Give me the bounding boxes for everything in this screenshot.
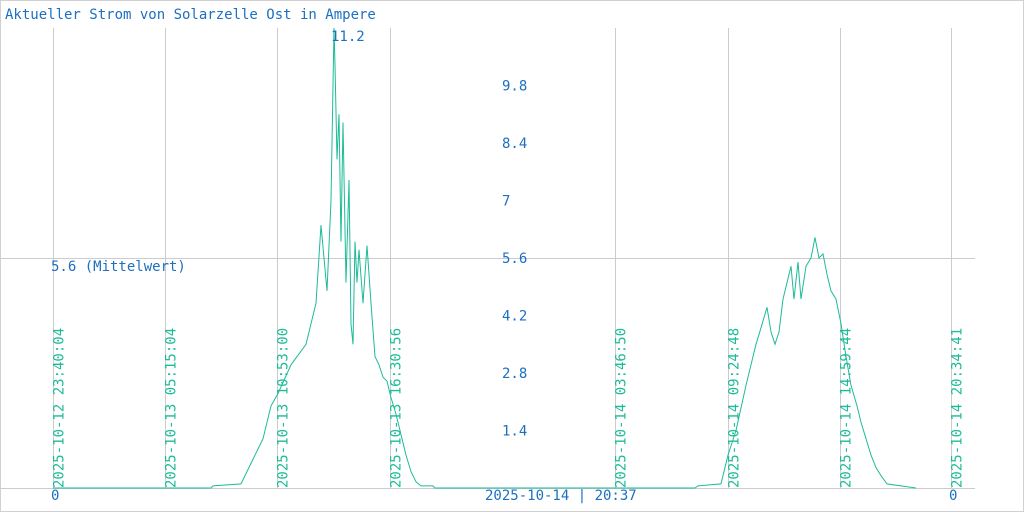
max-label: 11.2 xyxy=(331,29,365,45)
y-tick-label: 2.8 xyxy=(502,366,527,382)
x-axis-labels: 2025-10-12 23:40:04 2025-10-13 05:15:04 20… xyxy=(52,328,966,488)
bottom-right-label: 0 xyxy=(949,488,957,504)
series-line-strom xyxy=(53,27,917,489)
y-tick-label: 8.4 xyxy=(502,136,527,152)
x-tick-label: 2025-10-14 09:24:48 xyxy=(727,328,743,488)
grid xyxy=(1,28,975,489)
bottom-left-label: 0 xyxy=(51,488,59,504)
y-tick-label: 1.4 xyxy=(502,424,527,440)
bottom-center-label: 2025-10-14 | 20:37 xyxy=(485,488,637,504)
mean-label: 5.6 (Mittelwert) xyxy=(51,259,186,275)
x-tick-label: 2025-10-12 23:40:04 xyxy=(52,328,68,488)
x-tick-label: 2025-10-14 03:46:50 xyxy=(614,328,630,488)
chart-title: Aktueller Strom von Solarzelle Ost in Am… xyxy=(5,7,376,23)
x-tick-label: 2025-10-14 14:59:44 xyxy=(839,328,855,488)
x-tick-label: 2025-10-13 16:30:56 xyxy=(389,328,405,488)
x-tick-label: 2025-10-13 10:53:00 xyxy=(276,328,292,488)
y-tick-label: 5.6 xyxy=(502,251,527,267)
y-axis-labels: 1.4 2.8 4.2 5.6 7 8.4 9.8 xyxy=(502,79,527,440)
x-tick-label: 2025-10-13 05:15:04 xyxy=(164,328,180,488)
y-tick-label: 9.8 xyxy=(502,79,527,95)
x-tick-label: 2025-10-14 20:34:41 xyxy=(950,328,966,488)
y-tick-label: 7 xyxy=(502,194,510,210)
y-tick-label: 4.2 xyxy=(502,309,527,325)
